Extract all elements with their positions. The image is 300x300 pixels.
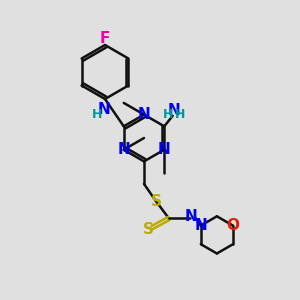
Text: N: N (185, 209, 198, 224)
Text: N: N (98, 101, 110, 116)
Text: S: S (151, 194, 162, 209)
Text: H: H (175, 108, 186, 121)
Text: S: S (142, 222, 153, 237)
Text: H: H (92, 108, 102, 121)
Text: N: N (117, 142, 130, 157)
Text: N: N (168, 103, 181, 118)
Text: O: O (226, 218, 239, 233)
Text: H: H (163, 108, 174, 121)
Text: N: N (138, 107, 150, 122)
Text: F: F (100, 31, 110, 46)
Text: N: N (158, 142, 171, 157)
Text: N: N (194, 218, 207, 233)
